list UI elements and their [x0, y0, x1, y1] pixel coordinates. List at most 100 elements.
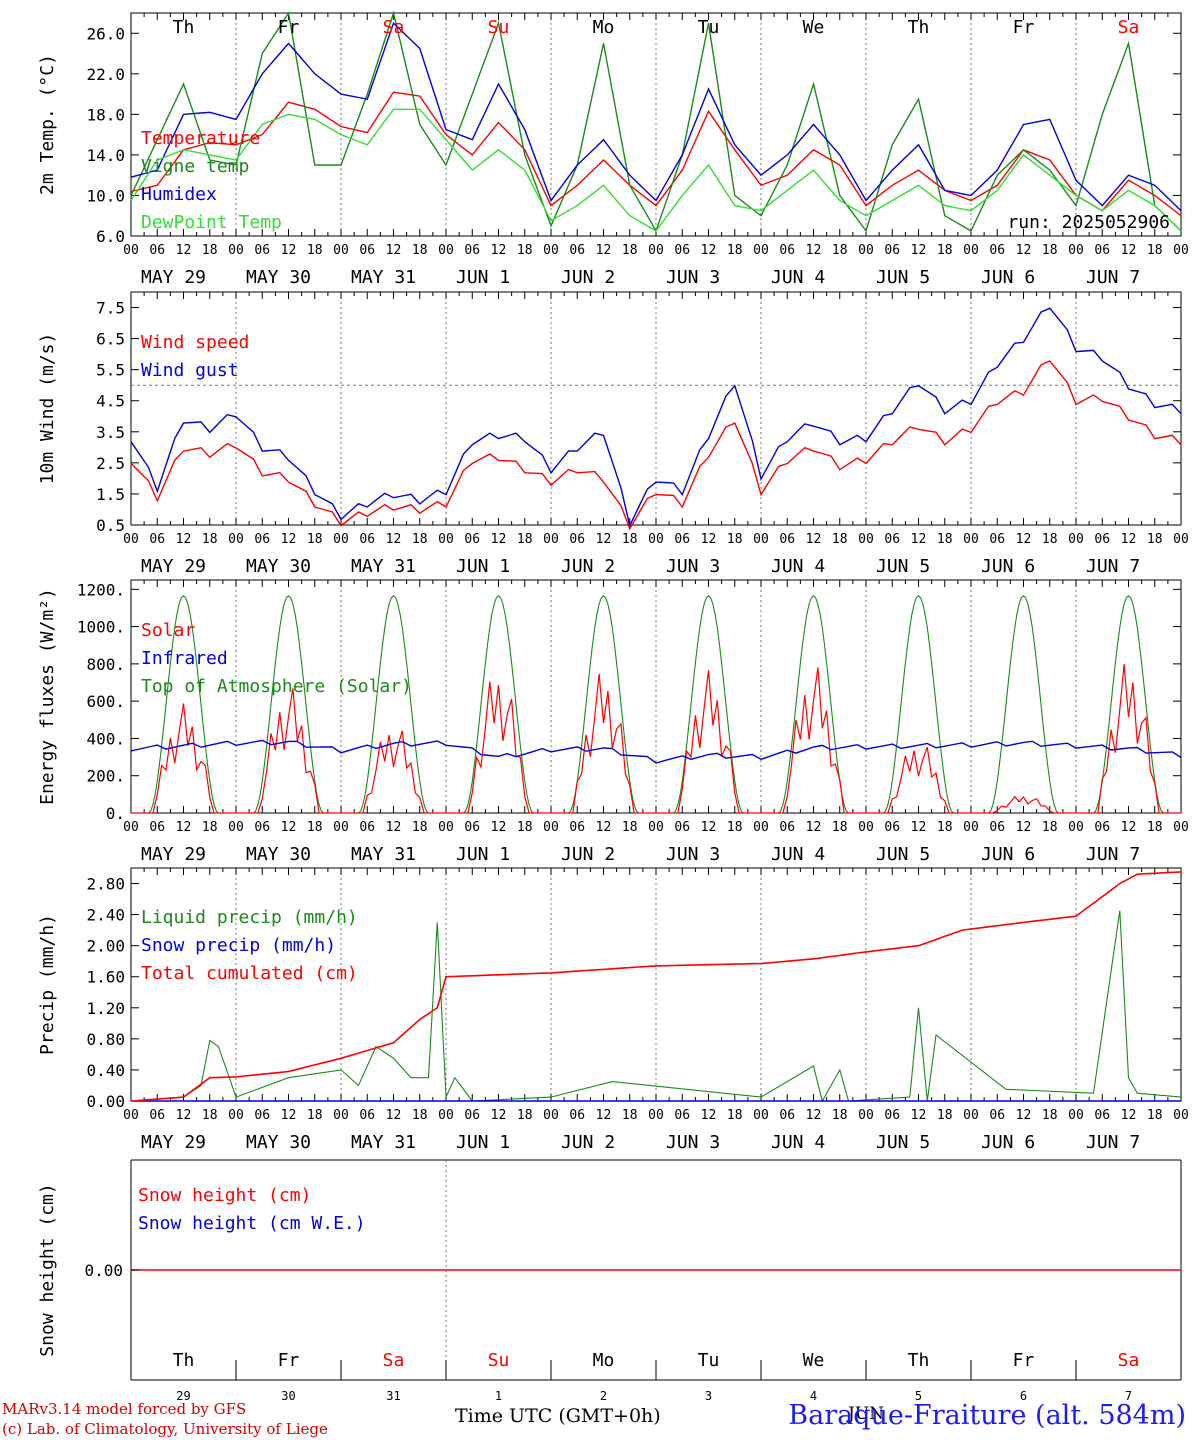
- y-tick-label: 1.20: [86, 999, 125, 1018]
- series-toa-solar: [341, 595, 446, 814]
- panel-2: 10m Wind (m/s): [37, 291, 1182, 531]
- legend-top-of-atmosphere-solar-: Top of Atmosphere (Solar): [141, 676, 412, 697]
- hour-tick-label: 18: [1147, 532, 1163, 547]
- legend-wind-gust: Wind gust: [141, 360, 239, 381]
- hour-tick-label: 18: [622, 1108, 638, 1123]
- hour-tick-label: 00: [1068, 1108, 1084, 1123]
- hour-tick-label: 18: [937, 243, 953, 258]
- hour-tick-label: 18: [307, 532, 323, 547]
- y-tick-label: 26.0: [86, 24, 125, 43]
- legend-liquid-precip-mm-h-: Liquid precip (mm/h): [141, 907, 358, 928]
- hour-tick-label: 12: [386, 532, 402, 547]
- date-label: MAY 29: [141, 1132, 206, 1153]
- station-title: Baraque-Fraiture (alt. 584m): [788, 1400, 1186, 1431]
- y-tick-label: 1200.: [77, 580, 125, 599]
- date-label: JUN 3: [666, 267, 720, 288]
- footer-credits: MARv3.14 model forced by GFS (c) Lab. of…: [2, 1399, 328, 1439]
- hour-tick-label: 18: [517, 532, 533, 547]
- hour-tick-label: 12: [911, 532, 927, 547]
- hour-tick-label: 12: [701, 1108, 717, 1123]
- date-label: JUN 2: [561, 556, 615, 577]
- hour-tick-label: 06: [569, 243, 585, 258]
- panel-3: Energy fluxes (W/m²): [37, 579, 1182, 814]
- day-number: 31: [386, 1389, 400, 1403]
- hour-tick-label: 12: [386, 243, 402, 258]
- hour-tick-label: 00: [438, 532, 454, 547]
- hour-tick-label: 06: [674, 1108, 690, 1123]
- hour-tick-label: 18: [202, 820, 218, 835]
- hour-tick-label: 18: [622, 820, 638, 835]
- day-of-week: Fr: [1013, 17, 1035, 38]
- hour-tick-label: 00: [543, 1108, 559, 1123]
- hour-tick-label: 06: [779, 820, 795, 835]
- hour-tick-label: 18: [1042, 820, 1058, 835]
- day-of-week: Su: [488, 17, 510, 38]
- hour-tick-label: 12: [491, 532, 507, 547]
- legend-snow-0: Snow height (cm): [138, 1185, 311, 1206]
- hour-tick-label: 18: [307, 820, 323, 835]
- hour-tick-label: 00: [1173, 243, 1189, 258]
- hour-tick-label: 18: [1147, 1108, 1163, 1123]
- hour-tick-label: 12: [386, 1108, 402, 1123]
- y-tick-label: 22.0: [86, 65, 125, 84]
- day-of-week: Tu: [698, 1350, 720, 1371]
- y-tick-label: 0.00: [84, 1261, 123, 1280]
- day-of-week: Mo: [593, 17, 615, 38]
- hour-tick-label: 06: [884, 820, 900, 835]
- date-label: JUN 1: [456, 267, 510, 288]
- hour-tick-label: 00: [123, 1108, 139, 1123]
- hour-tick-label: 12: [1016, 532, 1032, 547]
- hour-tick-label: 12: [596, 820, 612, 835]
- y-tick-label: 0.80: [86, 1030, 125, 1049]
- series-toa-solar: [236, 595, 341, 814]
- hour-tick-label: 00: [543, 243, 559, 258]
- hour-tick-label: 00: [963, 820, 979, 835]
- y-tick-label: 6.5: [96, 330, 125, 349]
- date-label: JUN 4: [771, 267, 825, 288]
- hour-tick-label: 12: [806, 820, 822, 835]
- day-of-week: Sa: [1118, 17, 1140, 38]
- hour-tick-label: 12: [176, 1108, 192, 1123]
- day-of-week: Sa: [383, 17, 405, 38]
- hour-tick-label: 12: [1121, 532, 1137, 547]
- hour-tick-label: 18: [412, 532, 428, 547]
- date-label: JUN 4: [771, 1132, 825, 1153]
- hour-tick-label: 18: [307, 1108, 323, 1123]
- hour-tick-label: 00: [1068, 243, 1084, 258]
- hour-tick-label: 12: [1016, 1108, 1032, 1123]
- date-label: MAY 29: [141, 556, 206, 577]
- series-toa-solar: [551, 595, 656, 814]
- hour-tick-label: 00: [228, 1108, 244, 1123]
- hour-tick-label: 00: [543, 820, 559, 835]
- hour-tick-label: 06: [989, 243, 1005, 258]
- y-axis-label: 2m Temp. (°C): [37, 54, 58, 195]
- y-axis-label: Precip (mm/h): [37, 914, 58, 1055]
- hour-tick-label: 12: [491, 1108, 507, 1123]
- date-label: MAY 29: [141, 844, 206, 865]
- date-label: JUN 5: [876, 267, 930, 288]
- hour-tick-label: 00: [228, 243, 244, 258]
- hour-tick-label: 06: [779, 243, 795, 258]
- hour-tick-label: 12: [1016, 820, 1032, 835]
- hour-tick-label: 06: [149, 532, 165, 547]
- series-solar: [971, 795, 1076, 814]
- series-humidex: [130, 21, 1182, 212]
- hour-tick-label: 06: [464, 532, 480, 547]
- legend-infrared: Infrared: [141, 648, 228, 669]
- series-solar: [236, 688, 341, 814]
- hour-tick-label: 18: [202, 532, 218, 547]
- hour-tick-label: 18: [727, 820, 743, 835]
- hour-tick-label: 06: [359, 820, 375, 835]
- hour-tick-label: 12: [1121, 1108, 1137, 1123]
- y-tick-label: 5.5: [96, 361, 125, 380]
- day-of-week: Fr: [278, 17, 300, 38]
- hour-tick-label: 00: [648, 820, 664, 835]
- hour-tick-label: 00: [858, 1108, 874, 1123]
- hour-tick-label: 18: [517, 820, 533, 835]
- series-toa-solar: [131, 595, 236, 814]
- hour-tick-label: 18: [622, 243, 638, 258]
- day-of-week: We: [803, 1350, 825, 1371]
- hour-tick-label: 12: [176, 243, 192, 258]
- day-of-week: Mo: [593, 1350, 615, 1371]
